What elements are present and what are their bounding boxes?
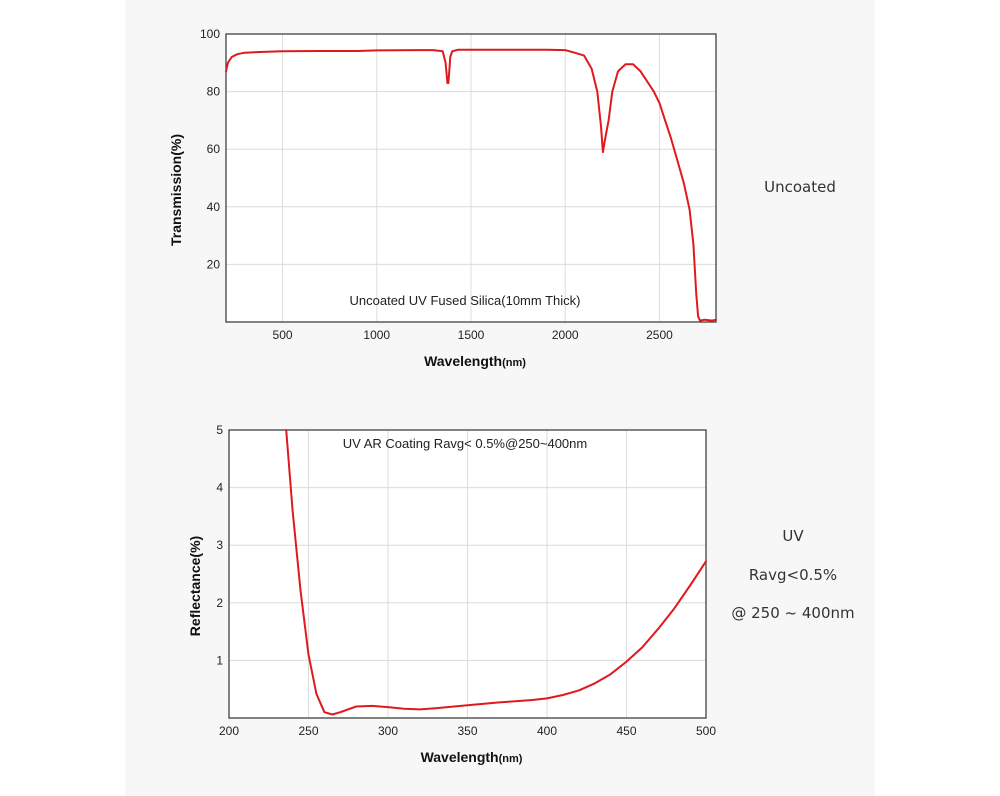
y-tick-label: 1: [216, 653, 223, 667]
transmission-chart: 500 1000 1500 2000 2500 20 40 60 80 100 Wavelength…: [168, 27, 717, 369]
y-tick-label: 80: [207, 85, 221, 99]
y-tick-label: 40: [207, 200, 221, 214]
y-axis-label: Reflectance(%): [187, 536, 203, 636]
reflectance-chart: 200 250 300 350 400 450 500 1 2 3 4 5 Wavelength(nm)…: [187, 423, 716, 765]
x-tick-label: 250: [298, 724, 318, 738]
x-tick-label: 500: [273, 328, 293, 342]
uncoated-note: Uncoated: [764, 178, 836, 196]
x-tick-label: 350: [457, 724, 477, 738]
x-tick-label: 200: [219, 724, 239, 738]
uv-note-line-1: UV: [782, 527, 804, 545]
x-tick-label: 500: [696, 724, 716, 738]
x-tick-label: 2500: [646, 328, 673, 342]
x-tick-label: 300: [378, 724, 398, 738]
y-tick-label: 20: [207, 257, 221, 271]
uv-note-line-3: @ 250 ~ 400nm: [731, 604, 855, 622]
y-tick-label: 60: [207, 142, 221, 156]
y-tick-label: 2: [216, 596, 223, 610]
x-tick-label: 2000: [552, 328, 579, 342]
y-tick-label: 3: [216, 538, 223, 552]
x-axis-label: Wavelength(nm): [421, 749, 523, 765]
y-axis-label: Transmission(%): [168, 134, 184, 246]
plot-frame: [225, 33, 717, 323]
x-axis-label: Wavelength(nm): [424, 353, 526, 369]
y-tick-label: 5: [216, 423, 223, 437]
chart-annotation: UV AR Coating Ravg< 0.5%@250~400nm: [343, 436, 587, 451]
y-tick-label: 100: [200, 27, 220, 41]
series-line: [225, 48, 717, 322]
x-tick-label: 1000: [363, 328, 390, 342]
uv-note-line-2: Ravg<0.5%: [748, 566, 838, 584]
x-tick-label: 1500: [458, 328, 485, 342]
series-line: [285, 429, 707, 716]
plot-frame: [228, 429, 707, 719]
y-tick-label: 4: [216, 481, 223, 495]
chart-annotation: Uncoated UV Fused Silica(10mm Thick): [350, 293, 581, 308]
x-tick-label: 400: [537, 724, 557, 738]
x-tick-label: 450: [616, 724, 636, 738]
